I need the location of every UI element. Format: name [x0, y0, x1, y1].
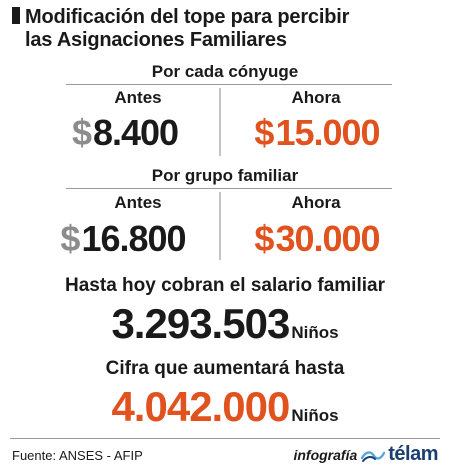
source-text: Fuente: ANSES - AFIP: [12, 448, 143, 463]
title-line-2: las Asignaciones Familiares: [25, 29, 287, 51]
amount-value: 30.000: [275, 218, 380, 259]
credit: infografía télam: [293, 443, 438, 466]
title-line-1: Modificación del tope para percibir: [25, 6, 350, 28]
after-label-conyuge: Ahora: [291, 88, 341, 107]
currency-symbol: $: [71, 112, 92, 153]
before-label-grupo: Antes: [114, 193, 162, 212]
infographic-title: Modificación del tope para percibir las …: [12, 6, 442, 52]
section-label-conyuge: Por cada cónyuge: [151, 62, 299, 81]
amount-value: 15.000: [275, 112, 380, 153]
before-amount-grupo: $16.800: [28, 218, 218, 260]
future-heading: Cifra que aumentará hasta: [105, 358, 345, 379]
after-amount-grupo: $30.000: [222, 218, 412, 260]
section-rule-grupo: [66, 188, 392, 189]
currency-symbol: $: [254, 112, 274, 153]
before-label-conyuge: Antes: [114, 88, 162, 107]
section-divider-grupo: [219, 192, 221, 260]
amount-value: 8.400: [92, 112, 179, 153]
after-amount-conyuge: $15.000: [222, 112, 412, 154]
section-rule-conyuge: [66, 84, 392, 85]
future-total: 4.042.000 Niños: [0, 383, 450, 431]
future-number: 4.042.000: [111, 383, 290, 430]
infografia-label: infografía: [293, 446, 358, 463]
currency-symbol: $: [254, 218, 274, 259]
after-label-grupo: Ahora: [291, 193, 341, 212]
title-marker-icon: [12, 7, 20, 24]
future-unit: Niños: [291, 406, 339, 425]
current-number: 3.293.503: [111, 300, 290, 347]
currency-symbol: $: [60, 218, 80, 259]
current-heading: Hasta hoy cobran el salario familiar: [65, 275, 385, 296]
current-total: 3.293.503 Niños: [0, 300, 450, 348]
before-amount-conyuge: $8.400: [30, 112, 220, 154]
current-unit: Niños: [291, 323, 339, 342]
telam-logo-icon: [361, 447, 386, 463]
amount-value: 16.800: [81, 218, 186, 259]
footer-rule: [10, 438, 440, 439]
telam-brand: télam: [388, 443, 438, 465]
section-label-grupo: Por grupo familiar: [151, 166, 299, 185]
section-divider-conyuge: [219, 88, 221, 156]
